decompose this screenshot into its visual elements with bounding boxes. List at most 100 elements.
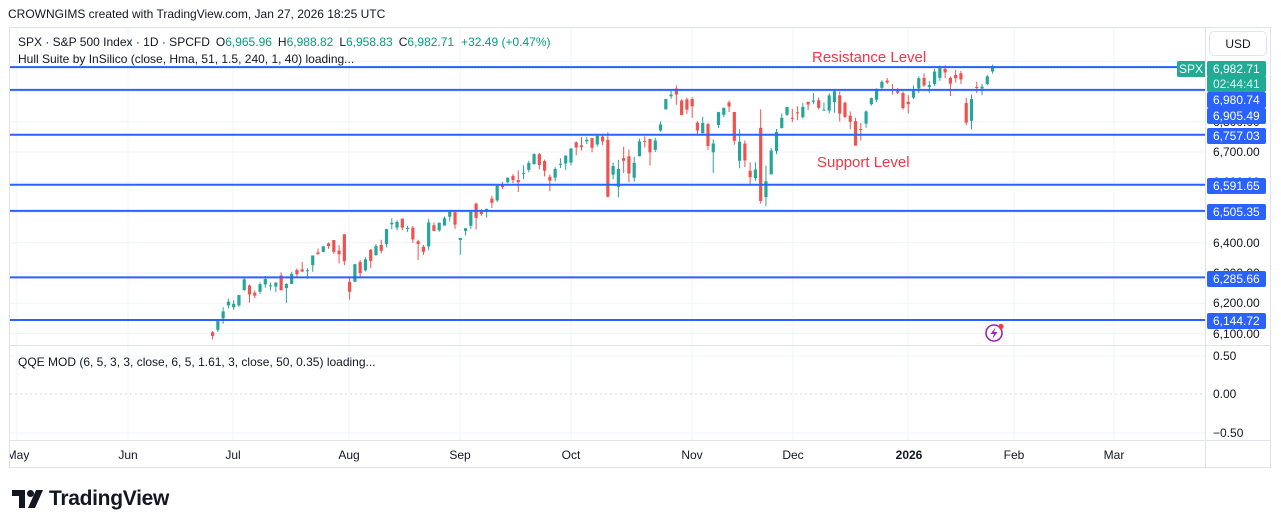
candle (395, 220, 399, 231)
level-price-label: 6,144.72 (1207, 313, 1266, 329)
price-pane[interactable] (10, 28, 1205, 345)
chart-attribution: CROWNGIMS created with TradingView.com, … (8, 7, 386, 21)
symbol-legend[interactable]: SPX · S&P 500 Index · 1D · SPCFD O 6,965.… (18, 35, 551, 49)
candle (932, 68, 937, 87)
candle (732, 111, 736, 145)
candle (458, 237, 462, 255)
candle (648, 138, 652, 166)
candle (574, 141, 578, 156)
horizontal-level-lines[interactable] (10, 65, 1205, 321)
candle (695, 121, 700, 135)
candle (706, 122, 710, 150)
qqe-indicator-legend[interactable]: QQE MOD (6, 5, 3, 3, close, 6, 5, 1.61, … (18, 355, 376, 369)
candle (711, 139, 715, 173)
tradingview-logo[interactable]: TradingView (12, 487, 169, 511)
candle (716, 111, 721, 129)
candle (658, 121, 663, 132)
candle (795, 106, 800, 120)
price-tick: 6,200.00 (1213, 296, 1260, 310)
candle (321, 245, 325, 253)
current-price-label: 6,982.71 (1207, 61, 1266, 77)
candle (405, 225, 410, 233)
qqe-indicator-pane[interactable] (10, 346, 1205, 440)
candle (827, 93, 831, 114)
candle (911, 85, 916, 100)
candle (247, 284, 252, 303)
support-level-annotation[interactable]: Support Level (817, 154, 910, 171)
candle (832, 90, 837, 113)
candle (838, 91, 842, 122)
candle (390, 218, 394, 230)
candle (532, 153, 536, 165)
candle (432, 222, 436, 232)
time-label: Nov (681, 448, 703, 462)
candle (985, 74, 989, 86)
candlestick-series (211, 64, 995, 340)
candle (274, 282, 278, 293)
candle (669, 90, 673, 99)
candle (553, 167, 557, 182)
candle (738, 129, 742, 169)
time-label: Dec (782, 448, 804, 462)
chart-frame (9, 27, 1271, 468)
low-label: L (339, 35, 346, 49)
candle (311, 255, 315, 272)
candle (226, 298, 231, 309)
hull-suite-indicator-legend[interactable]: Hull Suite by InSilico (close, Hma, 51, … (18, 52, 354, 66)
time-label: Mar (1103, 448, 1125, 462)
candle (801, 102, 805, 119)
price-tick: 6,400.00 (1213, 236, 1260, 250)
close-label: C (398, 35, 408, 49)
currency-button[interactable]: USD (1209, 31, 1267, 56)
qqe-vertical-gridlines (16, 346, 1115, 440)
candle (427, 218, 431, 251)
candle (743, 140, 747, 168)
candle (637, 138, 642, 157)
high-label: H (277, 35, 287, 49)
candle (416, 239, 420, 260)
candle (880, 80, 884, 90)
candle (817, 97, 821, 110)
symbol-price-tag: SPX (1177, 61, 1205, 77)
lightning-alert-icon[interactable] (985, 323, 1004, 342)
time-label: May (10, 448, 30, 462)
qqe-indicator-label[interactable]: QQE MOD (6, 5, 3, 3, close, 6, 5, 1.61, … (18, 355, 376, 369)
candle (896, 87, 900, 94)
change-value: +32.49 (+0.47%) (461, 35, 551, 49)
time-axis-separator (9, 440, 1271, 441)
candle (764, 165, 768, 207)
level-price-label: 6,980.74 (1207, 92, 1266, 108)
candle (237, 294, 241, 307)
candle (348, 276, 352, 300)
candle (590, 137, 594, 153)
candle (632, 156, 636, 182)
candle (843, 101, 847, 119)
candle (869, 97, 873, 106)
candle (448, 210, 452, 222)
candle (690, 97, 694, 118)
candle (221, 307, 225, 324)
candle (337, 245, 341, 264)
candle (954, 69, 958, 83)
open-value: 6,965.96 (225, 35, 272, 49)
resistance-level-annotation[interactable]: Resistance Level (812, 49, 927, 66)
candle (537, 152, 541, 170)
candle (326, 242, 331, 249)
symbol-name[interactable]: SPX · S&P 500 Index · 1D · SPCFD (18, 35, 210, 49)
candle (363, 257, 368, 272)
candle (616, 159, 620, 198)
candle (906, 95, 910, 114)
time-axis[interactable]: May Jun Jul Aug Sep Oct Nov Dec 2026 Feb… (10, 441, 1205, 468)
candle (232, 300, 236, 310)
level-price-label: 6,285.66 (1207, 271, 1266, 287)
bar-countdown-label: 02:44:41 (1207, 76, 1266, 92)
candle (442, 216, 447, 226)
candle (685, 97, 689, 114)
time-label: Feb (1003, 448, 1025, 462)
candle (811, 93, 815, 105)
candle (759, 109, 763, 204)
pane-separator[interactable] (9, 345, 1271, 346)
hull-suite-indicator-label[interactable]: Hull Suite by InSilico (close, Hma, 51, … (18, 52, 355, 66)
close-value: 6,982.71 (407, 35, 455, 49)
candle (975, 81, 979, 94)
